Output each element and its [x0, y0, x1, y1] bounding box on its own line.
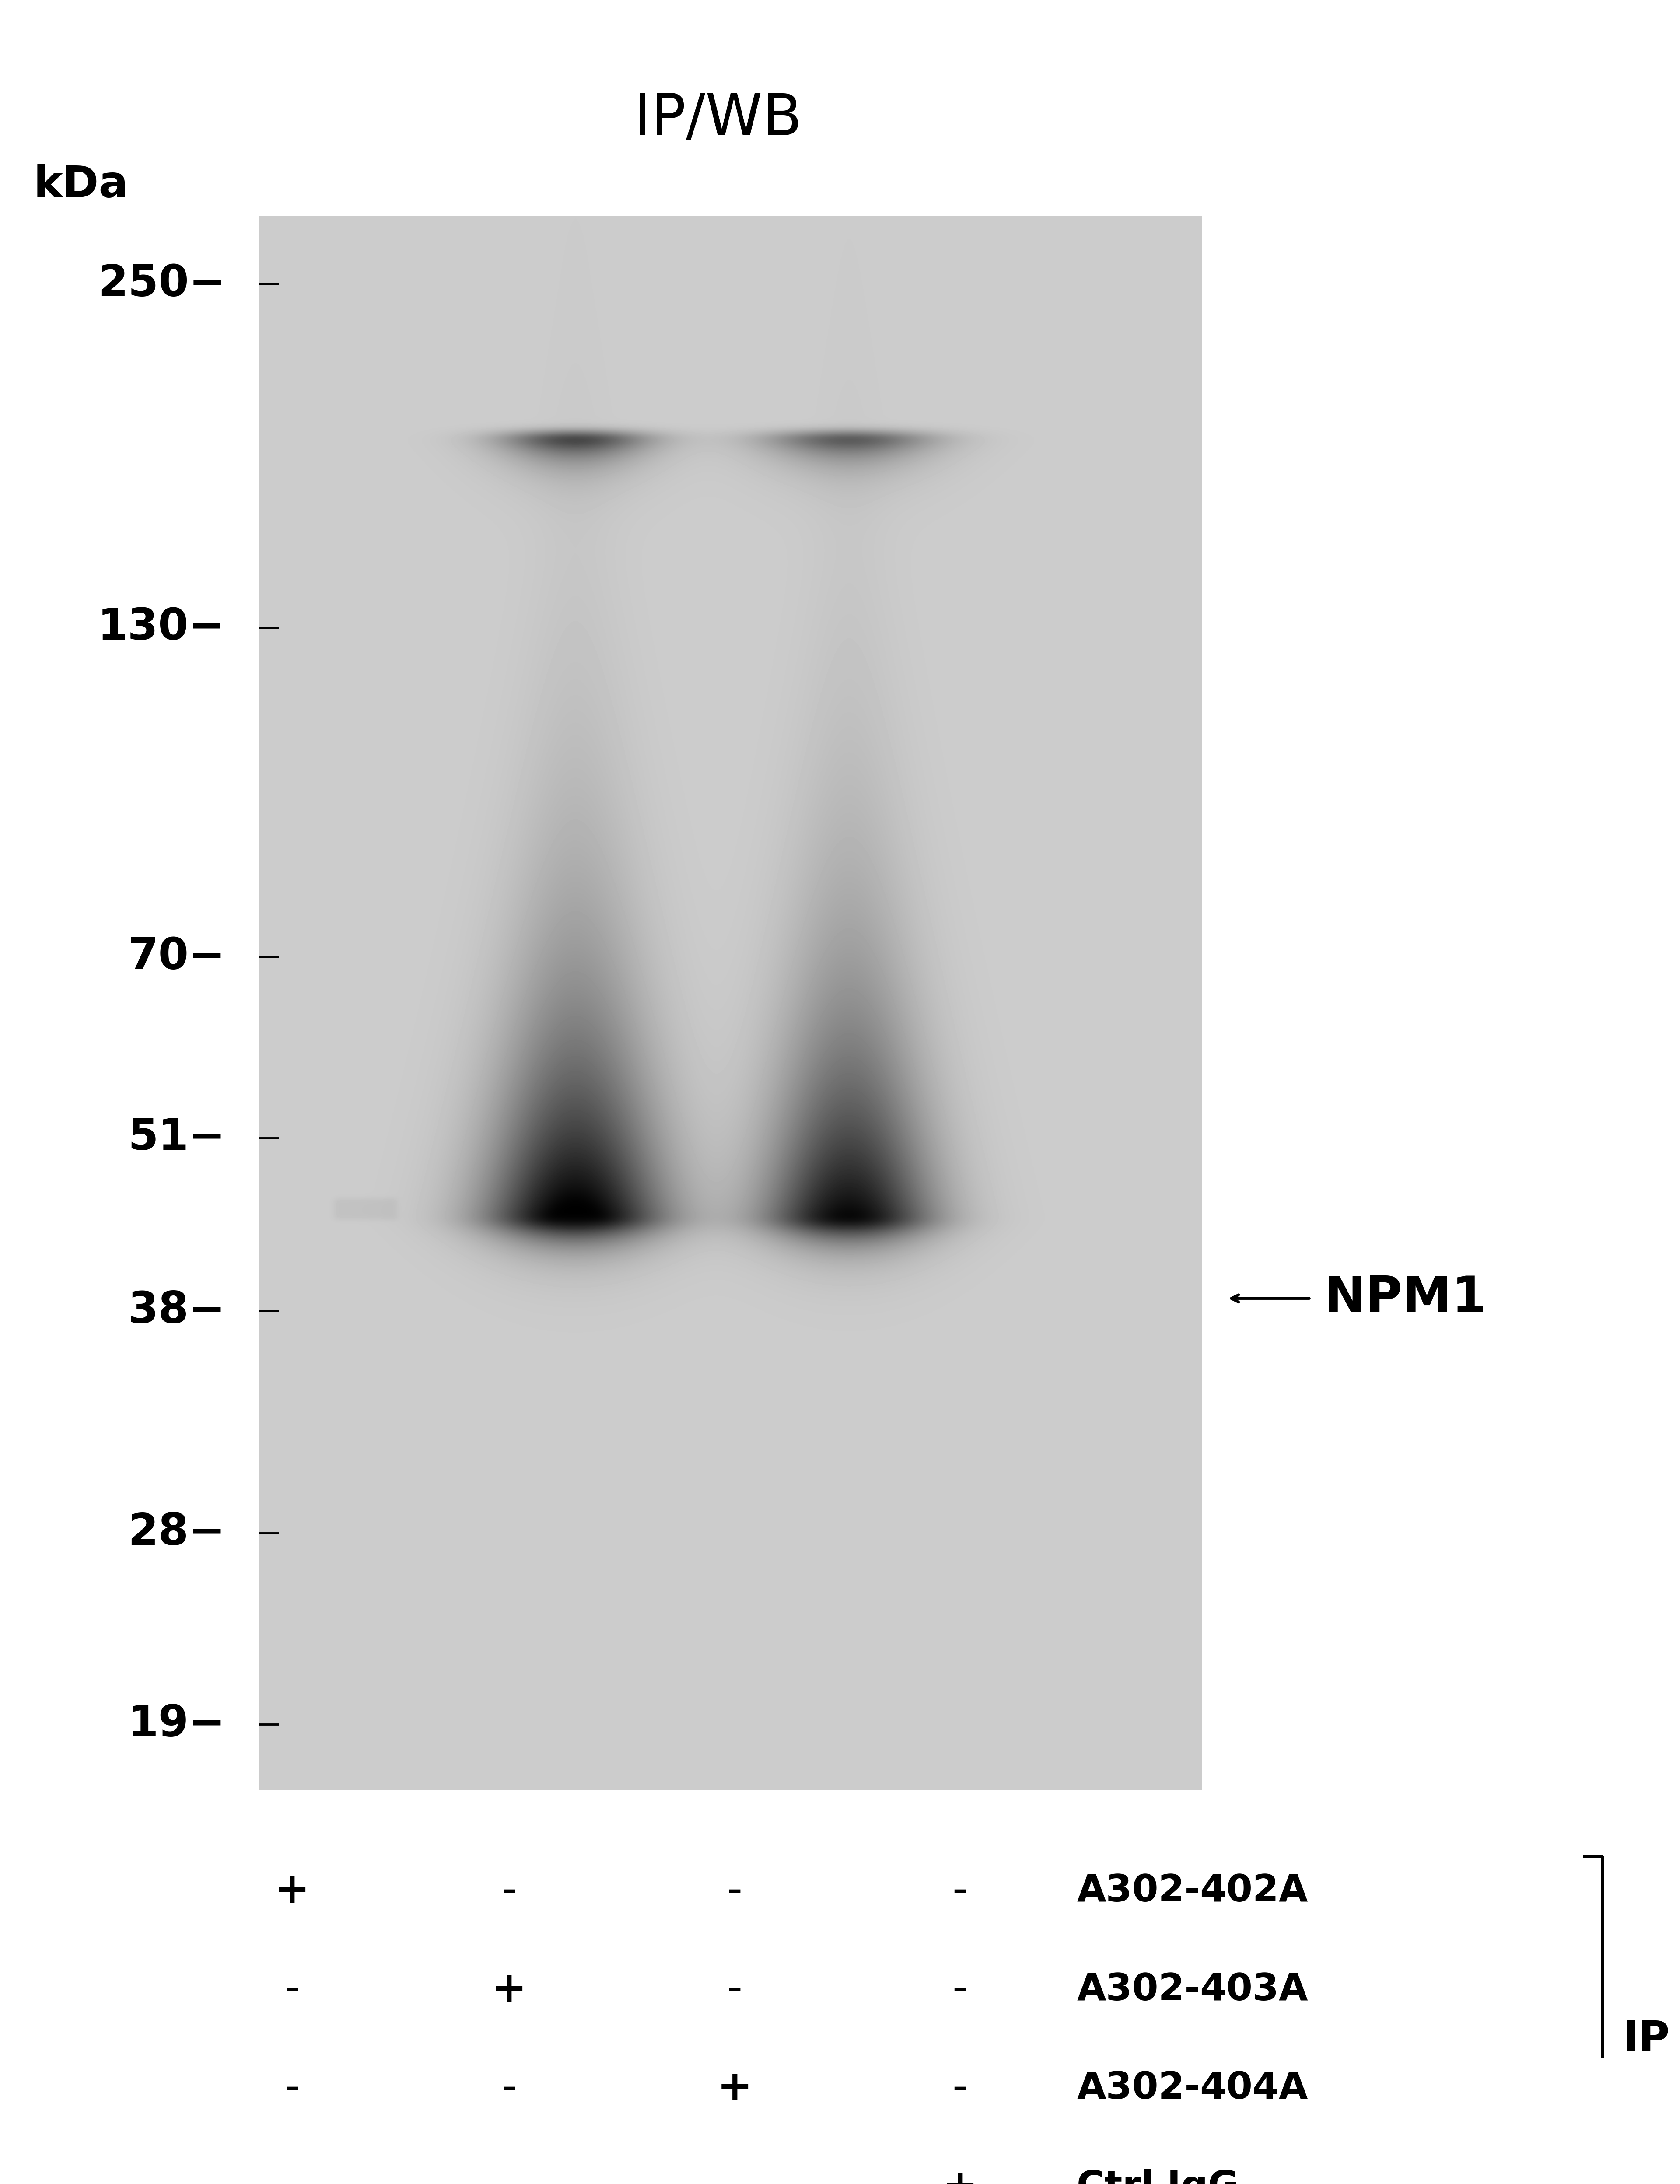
Text: kDa: kDa [34, 164, 128, 207]
Text: 19−: 19− [128, 1704, 225, 1745]
Text: -: - [953, 1872, 968, 1911]
Text: 250−: 250− [97, 262, 225, 306]
Text: -: - [502, 1872, 517, 1911]
Text: A302-404A: A302-404A [1077, 2070, 1309, 2108]
Text: -: - [284, 2167, 299, 2184]
FancyBboxPatch shape [259, 216, 1201, 1791]
Text: +: + [942, 2167, 978, 2184]
Text: 51−: 51− [128, 1116, 225, 1160]
Text: A302-402A: A302-402A [1077, 1874, 1309, 1909]
Text: -: - [502, 2167, 517, 2184]
Text: NPM1: NPM1 [1324, 1273, 1487, 1324]
Text: +: + [274, 1872, 309, 1911]
Text: -: - [727, 1970, 743, 2009]
Text: -: - [727, 2167, 743, 2184]
Text: 38−: 38− [128, 1289, 225, 1332]
Text: Ctrl IgG: Ctrl IgG [1077, 2169, 1240, 2184]
Text: 130−: 130− [97, 607, 225, 649]
Text: -: - [284, 1970, 299, 2009]
Text: -: - [502, 2068, 517, 2110]
Text: +: + [717, 2068, 753, 2110]
Text: -: - [953, 1970, 968, 2009]
Text: A302-403A: A302-403A [1077, 1972, 1309, 2007]
Text: -: - [727, 1872, 743, 1911]
Text: IP: IP [1623, 2018, 1670, 2060]
Text: -: - [284, 2068, 299, 2110]
Text: +: + [491, 1970, 528, 2009]
Text: -: - [953, 2068, 968, 2110]
Text: 70−: 70− [128, 935, 225, 978]
Text: 28−: 28− [128, 1511, 225, 1555]
Text: IP/WB: IP/WB [633, 92, 801, 146]
